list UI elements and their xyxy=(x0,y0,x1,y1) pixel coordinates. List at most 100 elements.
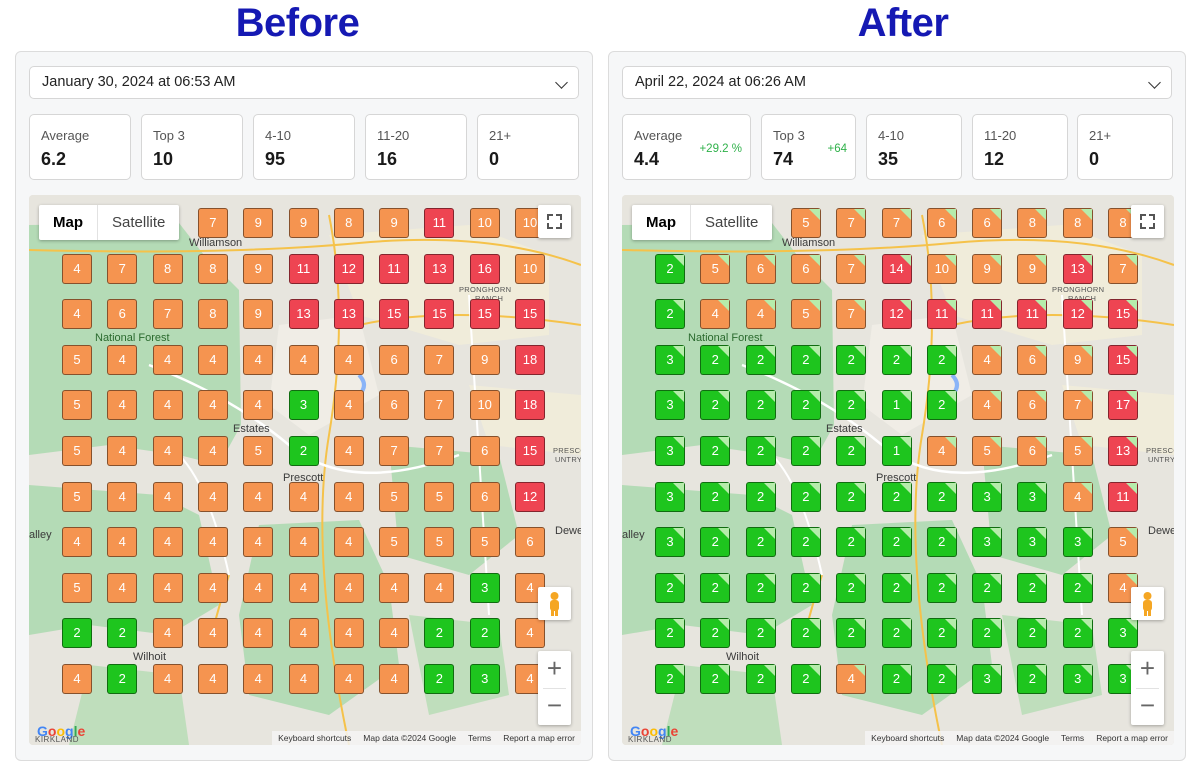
rank-cell[interactable]: 7 xyxy=(1108,253,1138,284)
rank-cell[interactable]: 2 xyxy=(836,618,867,649)
satellite-tab[interactable]: Satellite xyxy=(705,214,759,231)
rank-cell[interactable]: 4 xyxy=(243,618,274,649)
rank-cell[interactable]: 5 xyxy=(790,299,821,330)
rank-cell[interactable]: 2 xyxy=(836,481,867,512)
rank-cell[interactable]: 2 xyxy=(700,344,731,375)
rank-cell[interactable]: 6 xyxy=(1017,390,1048,421)
rank-cell[interactable]: 7 xyxy=(424,390,455,421)
rank-cell[interactable]: 4 xyxy=(62,253,92,284)
rank-cell[interactable]: 10 xyxy=(515,253,545,284)
rank-cell[interactable]: 4 xyxy=(333,481,364,512)
rank-cell[interactable]: 9 xyxy=(243,208,274,238)
keyboard-shortcuts-link[interactable]: Keyboard shortcuts xyxy=(871,733,945,743)
rank-cell[interactable]: 11 xyxy=(926,299,957,330)
rank-cell[interactable]: 2 xyxy=(790,481,821,512)
rank-cell[interactable]: 4 xyxy=(62,527,92,558)
rank-cell[interactable]: 4 xyxy=(379,572,410,603)
rank-cell[interactable]: 9 xyxy=(243,299,274,330)
rank-cell[interactable]: 2 xyxy=(62,618,92,649)
before-map[interactable]: Williamson National Forest PRONGHORN RAN… xyxy=(29,195,581,745)
rank-cell[interactable]: 2 xyxy=(1062,618,1093,649)
rank-cell[interactable]: 15 xyxy=(379,299,410,330)
terms-link[interactable]: Terms xyxy=(1061,733,1085,743)
rank-cell[interactable]: 2 xyxy=(745,436,776,466)
rank-cell[interactable]: 2 xyxy=(972,572,1003,603)
after-date-select[interactable]: April 22, 2024 at 06:26 AM xyxy=(622,66,1172,99)
satellite-tab[interactable]: Satellite xyxy=(112,214,166,231)
rank-cell[interactable]: 7 xyxy=(1062,390,1093,421)
rank-cell[interactable]: 4 xyxy=(288,618,319,649)
rank-cell[interactable]: 5 xyxy=(62,481,92,512)
street-view-button[interactable] xyxy=(538,587,571,620)
rank-cell[interactable]: 5 xyxy=(62,390,92,421)
rank-cell[interactable]: 2 xyxy=(745,618,776,649)
rank-cell[interactable]: 2 xyxy=(469,618,500,649)
before-date-select[interactable]: January 30, 2024 at 06:53 AM xyxy=(29,66,579,99)
map-tab[interactable]: Map xyxy=(39,205,98,240)
rank-cell[interactable]: 2 xyxy=(790,436,821,466)
rank-cell[interactable]: 4 xyxy=(288,527,319,558)
rank-cell[interactable]: 2 xyxy=(1017,618,1048,649)
rank-cell[interactable]: 11 xyxy=(1108,481,1138,512)
rank-cell[interactable]: 4 xyxy=(926,436,957,466)
rank-cell[interactable]: 4 xyxy=(243,344,274,375)
rank-cell[interactable]: 7 xyxy=(197,208,228,238)
rank-cell[interactable]: 4 xyxy=(152,344,183,375)
rank-cell[interactable]: 2 xyxy=(700,618,731,649)
rank-cell[interactable]: 4 xyxy=(243,664,274,694)
rank-cell[interactable]: 6 xyxy=(926,208,957,238)
rank-cell[interactable]: 2 xyxy=(745,344,776,375)
rank-cell[interactable]: 8 xyxy=(333,208,364,238)
rank-cell[interactable]: 4 xyxy=(288,572,319,603)
zoom-out-button[interactable]: − xyxy=(1139,690,1156,720)
rank-cell[interactable]: 2 xyxy=(745,390,776,421)
rank-cell[interactable]: 4 xyxy=(152,390,183,421)
rank-cell[interactable]: 4 xyxy=(107,481,138,512)
rank-cell[interactable]: 2 xyxy=(926,390,957,421)
rank-cell[interactable]: 7 xyxy=(836,208,867,238)
rank-cell[interactable]: 3 xyxy=(469,572,500,603)
rank-cell[interactable]: 4 xyxy=(197,527,228,558)
rank-cell[interactable]: 13 xyxy=(333,299,364,330)
rank-cell[interactable]: 15 xyxy=(1108,299,1138,330)
rank-cell[interactable]: 4 xyxy=(333,390,364,421)
rank-cell[interactable]: 4 xyxy=(197,344,228,375)
rank-cell[interactable]: 5 xyxy=(424,527,455,558)
rank-cell[interactable]: 2 xyxy=(655,664,685,694)
rank-cell[interactable]: 5 xyxy=(62,436,92,466)
rank-cell[interactable]: 5 xyxy=(243,436,274,466)
rank-cell[interactable]: 11 xyxy=(972,299,1003,330)
rank-cell[interactable]: 7 xyxy=(424,436,455,466)
rank-cell[interactable]: 5 xyxy=(379,481,410,512)
rank-cell[interactable]: 18 xyxy=(515,344,545,375)
rank-cell[interactable]: 4 xyxy=(379,618,410,649)
rank-cell[interactable]: 3 xyxy=(972,527,1003,558)
rank-cell[interactable]: 3 xyxy=(469,664,500,694)
after-map[interactable]: Williamson National Forest PRONGHORN RAN… xyxy=(622,195,1174,745)
rank-cell[interactable]: 2 xyxy=(881,618,912,649)
rank-cell[interactable]: 7 xyxy=(107,253,138,284)
fullscreen-button[interactable] xyxy=(538,205,571,238)
report-map-error-link[interactable]: Report a map error xyxy=(503,733,575,743)
rank-cell[interactable]: 3 xyxy=(288,390,319,421)
rank-cell[interactable]: 4 xyxy=(972,344,1003,375)
rank-cell[interactable]: 4 xyxy=(424,572,455,603)
rank-cell[interactable]: 3 xyxy=(1062,664,1093,694)
rank-cell[interactable]: 7 xyxy=(836,253,867,284)
rank-cell[interactable]: 2 xyxy=(424,664,455,694)
rank-cell[interactable]: 4 xyxy=(333,618,364,649)
rank-cell[interactable]: 6 xyxy=(379,390,410,421)
rank-cell[interactable]: 2 xyxy=(655,299,685,330)
rank-cell[interactable]: 3 xyxy=(1017,481,1048,512)
rank-cell[interactable]: 12 xyxy=(333,253,364,284)
rank-cell[interactable]: 4 xyxy=(152,572,183,603)
rank-cell[interactable]: 7 xyxy=(379,436,410,466)
rank-cell[interactable]: 6 xyxy=(469,481,500,512)
rank-cell[interactable]: 3 xyxy=(1062,527,1093,558)
rank-cell[interactable]: 13 xyxy=(1108,436,1138,466)
rank-cell[interactable]: 4 xyxy=(243,572,274,603)
rank-cell[interactable]: 4 xyxy=(152,481,183,512)
rank-cell[interactable]: 4 xyxy=(515,618,545,649)
rank-cell[interactable]: 2 xyxy=(288,436,319,466)
rank-cell[interactable]: 11 xyxy=(379,253,410,284)
